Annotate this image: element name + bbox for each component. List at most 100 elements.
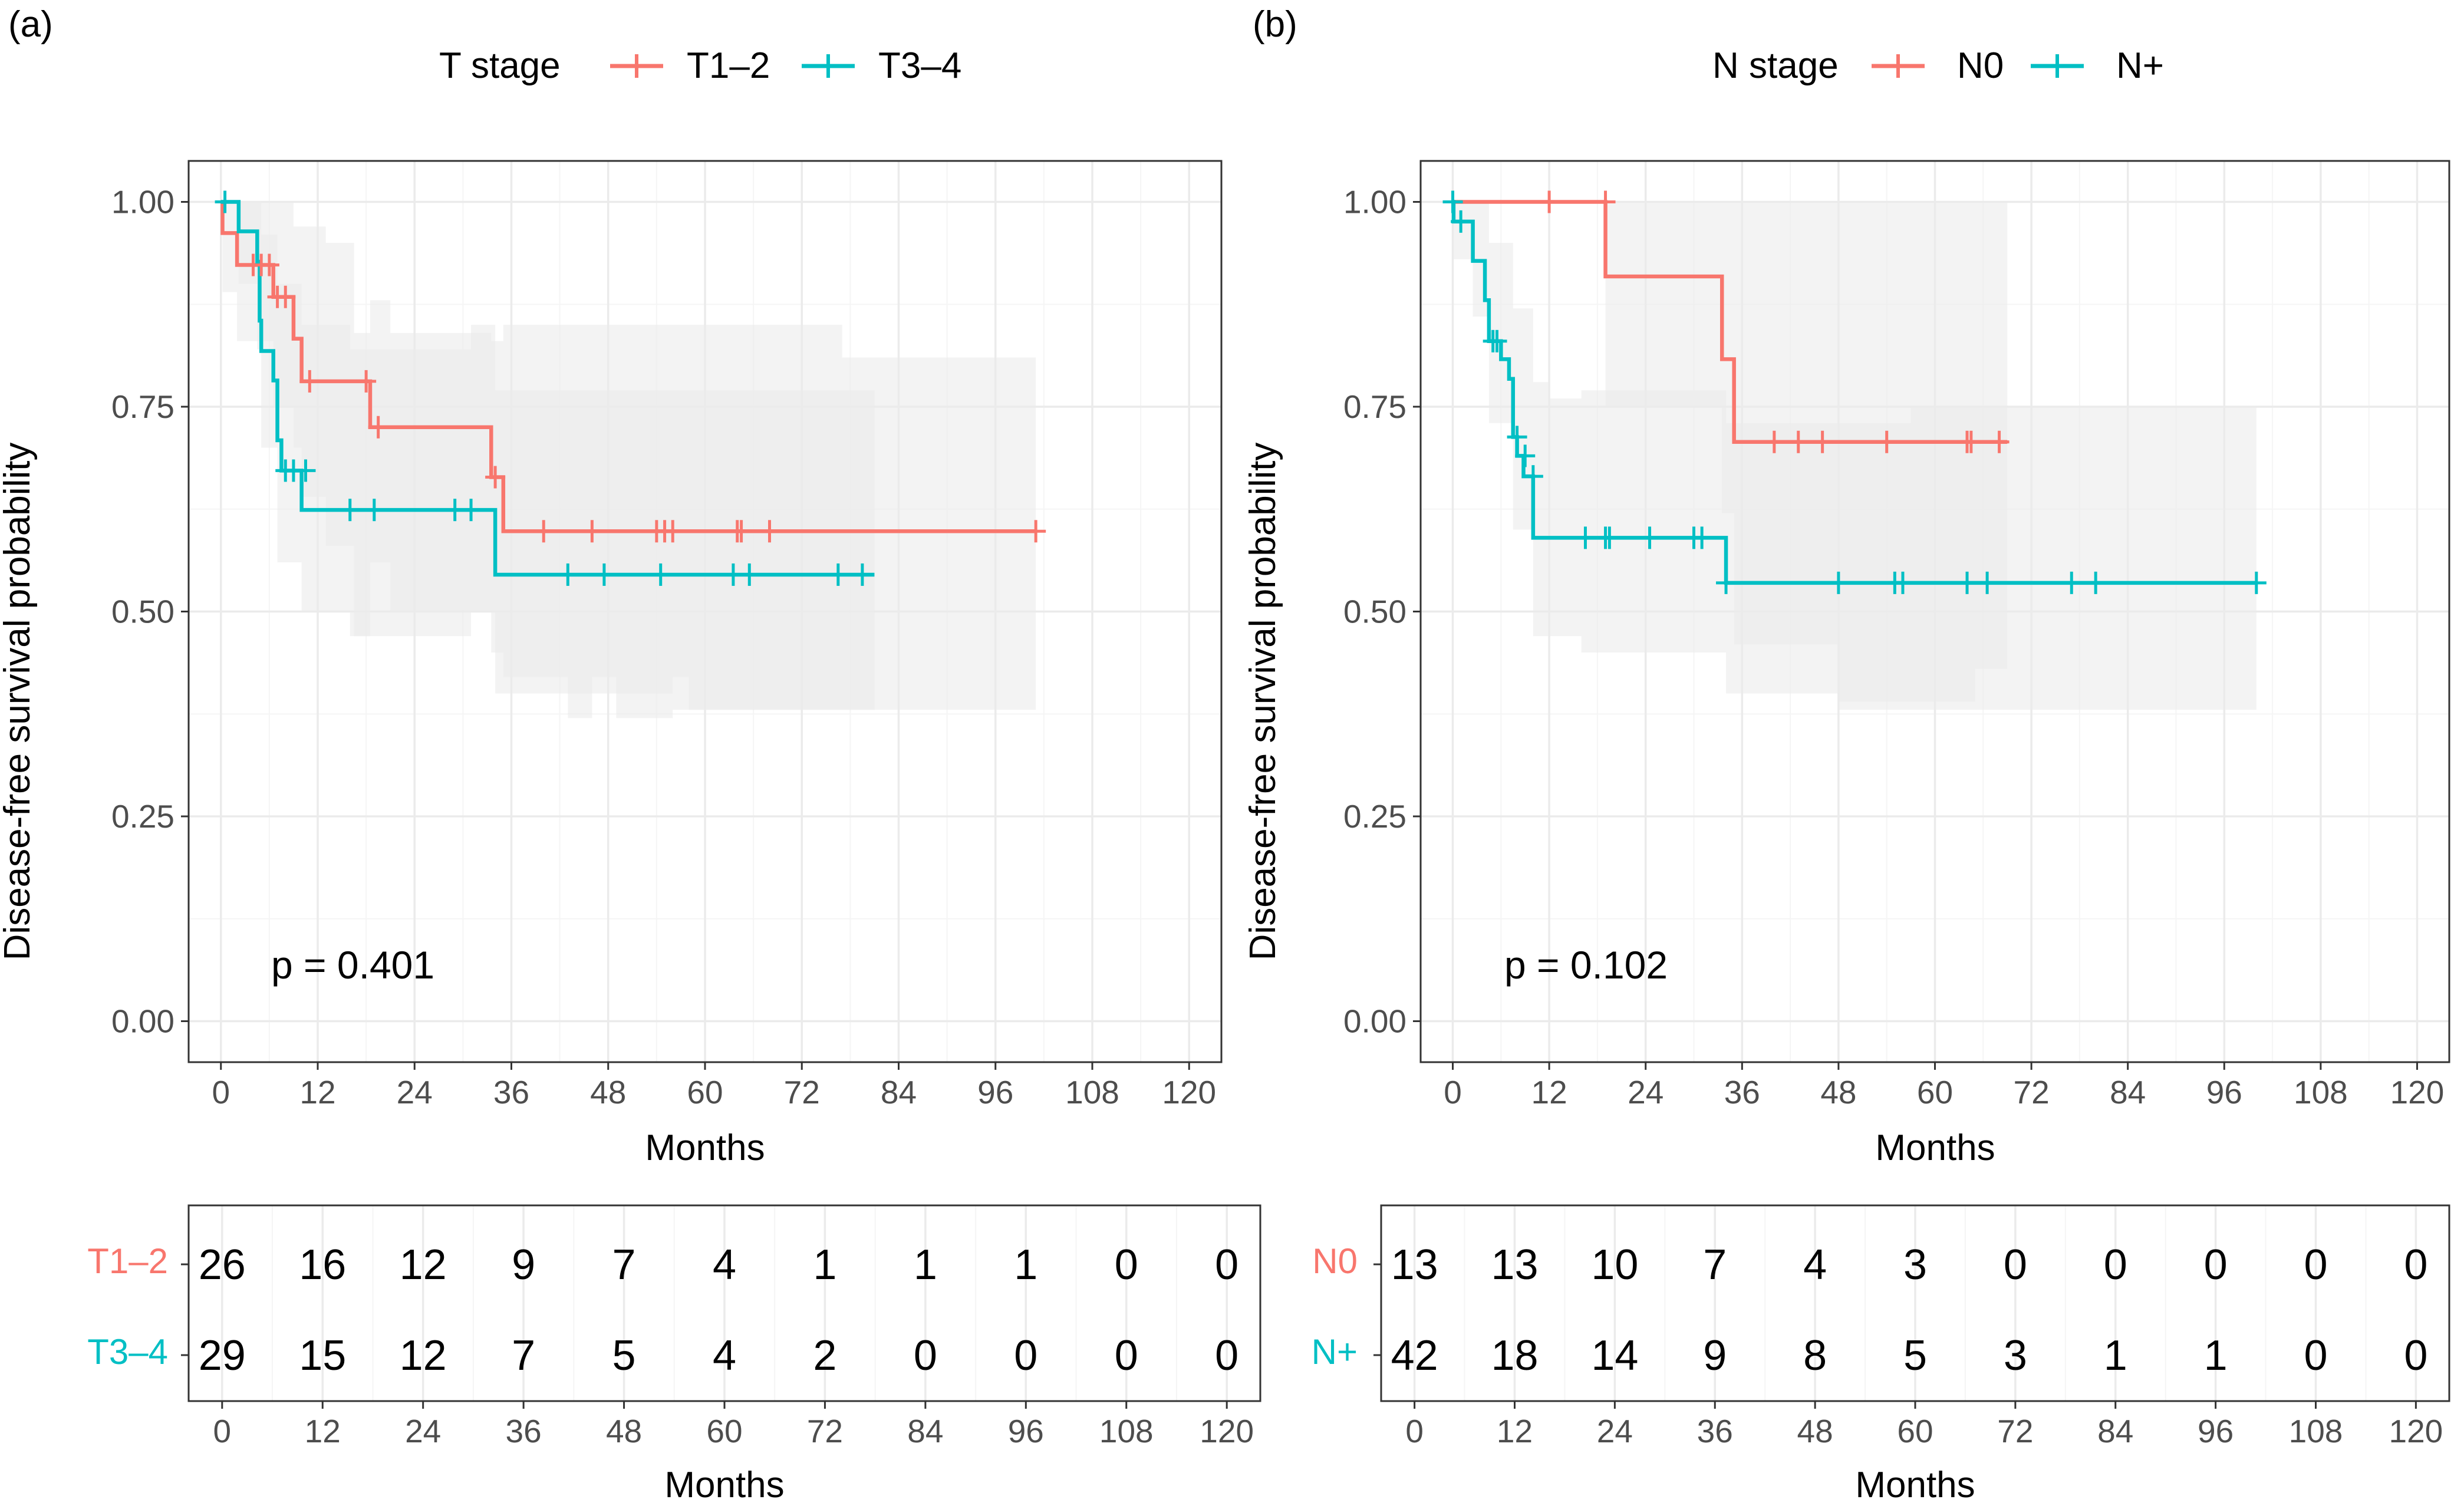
survival-curve-T3–4 — [220, 200, 875, 577]
at-risk-count: 4 — [713, 1332, 736, 1379]
at-risk-count: 8 — [1803, 1332, 1827, 1379]
risk-x-tick-label: 72 — [807, 1413, 843, 1449]
risk-x-tick-label: 12 — [1497, 1413, 1533, 1449]
x-tick-label: 108 — [2294, 1074, 2348, 1110]
at-risk-count: 1 — [2104, 1332, 2127, 1379]
y-tick-label: 0.50 — [111, 594, 174, 630]
legend-key-group-2 — [2031, 54, 2084, 78]
risk-x-tick-label: 0 — [1405, 1413, 1424, 1449]
x-tick-label: 24 — [1628, 1074, 1663, 1110]
at-risk-count: 2 — [813, 1332, 836, 1379]
risk-x-tick-label: 24 — [405, 1413, 441, 1449]
at-risk-count: 5 — [1903, 1332, 1927, 1379]
risk-row-label-group-1: T1–2 — [87, 1241, 168, 1281]
at-risk-count: 0 — [1115, 1332, 1138, 1379]
p-value-label: p = 0.401 — [271, 943, 434, 987]
x-tick-label: 60 — [1917, 1074, 1953, 1110]
y-tick-label: 0.50 — [1343, 594, 1406, 630]
x-tick-label: 48 — [590, 1074, 626, 1110]
y-axis-title: Disease-free survival probability — [1243, 443, 1283, 961]
y-tick-label: 0.25 — [1343, 798, 1406, 835]
panel-label: (a) — [8, 4, 53, 45]
at-risk-count: 10 — [1591, 1241, 1638, 1288]
risk-x-tick-label: 96 — [1008, 1413, 1044, 1449]
x-tick-label: 84 — [2110, 1074, 2146, 1110]
risk-x-tick-label: 36 — [1697, 1413, 1733, 1449]
x-tick-label: 96 — [977, 1074, 1013, 1110]
at-risk-count: 0 — [1014, 1332, 1037, 1379]
at-risk-count: 7 — [1703, 1241, 1727, 1288]
at-risk-count: 5 — [612, 1332, 636, 1379]
risk-row-label-group-2: T3–4 — [87, 1332, 168, 1372]
risk-x-tick-label: 120 — [2389, 1413, 2443, 1449]
risk-table: 13 13 10 7 4 3 0 0 0 0 042 18 14 9 8 5 3 1 1 0 00 12 24 36 48 60 7… — [1373, 1204, 2450, 1449]
risk-x-tick-label: 48 — [606, 1413, 642, 1449]
risk-x-tick-label: 108 — [1099, 1413, 1154, 1449]
x-tick-label: 72 — [2014, 1074, 2050, 1110]
x-tick-label: 0 — [212, 1074, 230, 1110]
y-tick-label: 1.00 — [1343, 184, 1406, 220]
at-risk-count: 0 — [2404, 1241, 2427, 1288]
at-risk-count: 29 — [199, 1332, 246, 1379]
legend-entry-group-1: N0 — [1957, 45, 2004, 86]
x-tick-label: 120 — [1162, 1074, 1216, 1110]
legend-key-group-2 — [802, 54, 855, 78]
at-risk-count: 4 — [1803, 1241, 1827, 1288]
survival-curve-N0 — [1452, 200, 2008, 444]
at-risk-count: 14 — [1591, 1332, 1638, 1379]
legend-title: N stage — [1712, 45, 1839, 86]
risk-x-tick-label: 36 — [506, 1413, 542, 1449]
at-risk-count: 3 — [2004, 1332, 2027, 1379]
at-risk-count: 12 — [400, 1241, 447, 1288]
risk-x-tick-label: 96 — [2198, 1413, 2234, 1449]
at-risk-count: 1 — [914, 1241, 937, 1288]
risk-x-tick-label: 72 — [1997, 1413, 2033, 1449]
x-tick-label: 12 — [1531, 1074, 1567, 1110]
legend-entry-group-2: T3–4 — [878, 45, 961, 86]
at-risk-count: 1 — [1014, 1241, 1037, 1288]
x-tick-label: 36 — [493, 1074, 529, 1110]
y-axis-title: Disease-free survival probability — [0, 443, 38, 961]
x-tick-label: 0 — [1444, 1074, 1462, 1110]
confidence-band-T3–4 — [220, 202, 875, 710]
risk-x-tick-label: 60 — [706, 1413, 742, 1449]
at-risk-count: 0 — [1115, 1241, 1138, 1288]
at-risk-count: 0 — [1215, 1332, 1238, 1379]
at-risk-count: 9 — [512, 1241, 535, 1288]
km-plot: 0 12 24 36 48 60 72 84 96 108 120 0.00 0.25 0.50 0.75 1… — [1343, 160, 2450, 1110]
risk-x-tick-label: 0 — [213, 1413, 232, 1449]
at-risk-count: 3 — [1903, 1241, 1927, 1288]
x-tick-label: 72 — [784, 1074, 820, 1110]
risk-x-tick-label: 84 — [2097, 1413, 2133, 1449]
x-tick-label: 48 — [1820, 1074, 1856, 1110]
risk-x-tick-label: 48 — [1797, 1413, 1833, 1449]
at-risk-count: 42 — [1391, 1332, 1438, 1379]
legend: N stage N0 N+ — [1712, 45, 2164, 86]
at-risk-count: 18 — [1491, 1332, 1538, 1379]
legend: T stage T1–2 T3–4 — [439, 45, 961, 86]
x-axis-title: Months — [1875, 1128, 1995, 1168]
at-risk-count: 9 — [1703, 1332, 1727, 1379]
y-tick-label: 0.75 — [1343, 388, 1406, 425]
risk-row-label-group-1: N0 — [1312, 1241, 1358, 1281]
at-risk-count: 13 — [1391, 1241, 1438, 1288]
legend-key-group-1 — [610, 54, 663, 78]
at-risk-count: 0 — [1215, 1241, 1238, 1288]
risk-x-tick-label: 60 — [1897, 1413, 1933, 1449]
legend-entry-group-1: T1–2 — [687, 45, 770, 86]
y-tick-label: 0.75 — [111, 388, 174, 425]
y-tick-label: 0.00 — [111, 1003, 174, 1040]
x-tick-label: 108 — [1065, 1074, 1119, 1110]
at-risk-count: 0 — [2404, 1332, 2427, 1379]
p-value-label: p = 0.102 — [1504, 943, 1668, 987]
at-risk-count: 7 — [612, 1241, 636, 1288]
at-risk-count: 26 — [199, 1241, 246, 1288]
legend-entry-group-2: N+ — [2116, 45, 2164, 86]
x-tick-label: 84 — [881, 1074, 917, 1110]
at-risk-count: 0 — [2304, 1241, 2327, 1288]
at-risk-count: 0 — [914, 1332, 937, 1379]
at-risk-count: 15 — [299, 1332, 346, 1379]
y-tick-label: 0.25 — [111, 798, 174, 835]
km-plot: 0 12 24 36 48 60 72 84 96 108 120 0.00 0.25 0.50 0.75 1… — [111, 160, 1223, 1110]
